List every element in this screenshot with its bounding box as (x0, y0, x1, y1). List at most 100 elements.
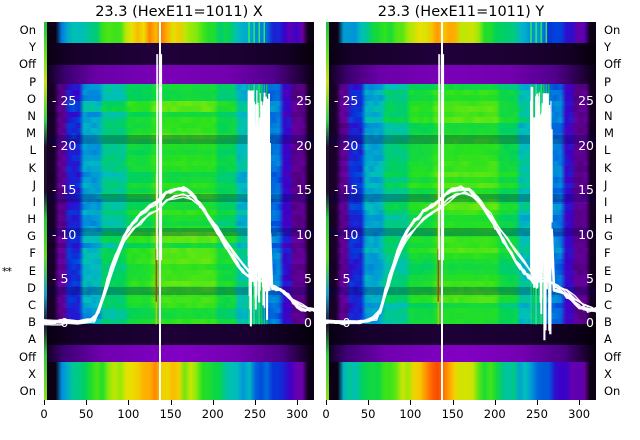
category-label-left-20: X (28, 366, 36, 381)
purple-band-upper (326, 65, 596, 85)
heatmap-row (326, 264, 596, 271)
heatmap-row (326, 308, 596, 315)
heatmap-panel-right[interactable]: - 0 0 - 5 5 - 10 10 - 15 15 - 20 20 - 25 25 (326, 22, 596, 400)
category-label-left-8: K (28, 160, 36, 175)
dark-band-lower (44, 324, 314, 346)
heatmap-row (44, 100, 314, 107)
category-label-left-3: P (29, 74, 36, 89)
x-tick-label-right-5: 250 (525, 407, 548, 421)
spectrum-strip-top (44, 22, 314, 43)
heatmap-stripe (326, 228, 596, 237)
category-label-left-21: On (19, 383, 36, 398)
heatmap-stripe (326, 193, 596, 203)
y-tick-label-right-5: 5 (586, 270, 594, 286)
heatmap-row (326, 138, 596, 146)
heatmap-row (44, 198, 314, 206)
category-label-right-3: P (604, 74, 611, 89)
overlay-curve-trace-secondary (326, 191, 596, 324)
category-label-left-2: Off (19, 57, 36, 72)
category-axis-right: On Y Off P O N M L K J I H G F E D C B A Off X On (600, 22, 640, 400)
heatmap-row (44, 258, 314, 266)
category-label-left-13: F (29, 246, 36, 261)
panel-title-right: 23.3 (HexE11=1011) Y (377, 4, 545, 20)
x-tick-label-right-6: 300 (568, 407, 591, 421)
heatmap-stripe (44, 286, 314, 295)
category-label-right-16: C (604, 298, 613, 312)
x-tick-label-right-3: 150 (441, 407, 464, 421)
heatmap-row (44, 177, 314, 184)
heatmap-row (44, 155, 314, 162)
heatmap-row (44, 253, 314, 260)
y-tick-label-right-10: 10 (296, 226, 312, 242)
category-label-left-14: E (28, 263, 36, 278)
heatmap-row (44, 128, 314, 135)
spectrum-strip-top (326, 22, 596, 43)
heatmap-row (44, 160, 314, 167)
heatmap-row (326, 313, 596, 320)
edge-color-stripe (326, 22, 329, 400)
heatmap-row (326, 106, 596, 113)
category-label-right-7: L (604, 143, 611, 158)
category-label-left-16: C (27, 298, 36, 312)
y-tick-label-right-0: 0 (304, 315, 312, 331)
heatmap-row (44, 313, 314, 320)
overlay-curve-trace-main (326, 187, 596, 326)
y-tick-label-right-0: 0 (586, 315, 594, 331)
x-tick-label-right-1: 50 (360, 407, 376, 421)
category-label-left-5: N (27, 109, 36, 123)
category-label-right-6: M (604, 126, 614, 141)
y-tick-label-left-25: - 25 (334, 93, 359, 109)
category-label-left-7: L (29, 143, 36, 158)
category-label-left-4: O (26, 91, 36, 106)
overlay-curve-trace-secondary (44, 194, 314, 325)
heatmap-row (44, 318, 314, 326)
heatmap-row (44, 302, 314, 309)
x-axis-right: 0 50 100 150 200 250 300 (322, 400, 596, 440)
heatmap-row (326, 95, 596, 102)
category-label-left-10: I (32, 194, 36, 209)
category-label-right-21: On (604, 383, 621, 398)
category-label-left-12: G (27, 229, 36, 244)
heatmap-row (326, 89, 596, 96)
heatmap-row (326, 122, 596, 129)
x-tick-mark-right-2 (410, 400, 412, 405)
x-axis-left: 0 50 100 150 200 250 300 (40, 400, 314, 440)
y-tick-label-right-15: 15 (578, 182, 594, 198)
heatmap-row (326, 149, 596, 156)
spectrum-strip-bottom (326, 362, 596, 400)
heatmap-row (326, 177, 596, 184)
purple-band-upper (44, 65, 314, 85)
heatmap-row (326, 291, 596, 298)
heatmap-row (44, 182, 314, 189)
y-tick-label-right-10: 10 (578, 226, 594, 242)
heatmap-row (44, 264, 314, 271)
heatmap-row (44, 275, 314, 282)
heatmap-row (44, 166, 314, 173)
heatmap-row (326, 117, 596, 124)
category-label-left-0: On (19, 23, 36, 38)
x-tick-label-left-1: 50 (78, 407, 94, 421)
x-tick-label-left-6: 300 (286, 407, 309, 421)
heatmap-stripe (326, 286, 596, 295)
heatmap-row (44, 95, 314, 102)
heatmap-row (44, 89, 314, 96)
spectrum-strip-bottom (44, 362, 314, 400)
heatmap-panel-left[interactable]: - 0 0 - 5 5 - 10 10 - 15 15 - 20 20 - 25 25 (44, 22, 314, 400)
x-tick-label-left-4: 200 (201, 407, 224, 421)
heatmap-row (326, 297, 596, 304)
heatmap-row (326, 318, 596, 326)
heatmap-row (44, 144, 314, 151)
category-label-left-15: D (27, 280, 36, 295)
heatmap-row (44, 193, 314, 200)
heatmap-row (326, 166, 596, 173)
heatmap-row (44, 237, 314, 244)
category-label-left-1: Y (28, 40, 36, 55)
heatmap-row (326, 269, 596, 276)
heatmap-row (326, 275, 596, 282)
heatmap-row (44, 138, 314, 146)
x-tick-mark-left-3 (170, 400, 172, 405)
heatmap-row (326, 220, 596, 227)
y-tick-label-right-20: 20 (578, 137, 594, 153)
category-label-left-9: J (32, 177, 36, 192)
heatmap-row (326, 111, 596, 118)
